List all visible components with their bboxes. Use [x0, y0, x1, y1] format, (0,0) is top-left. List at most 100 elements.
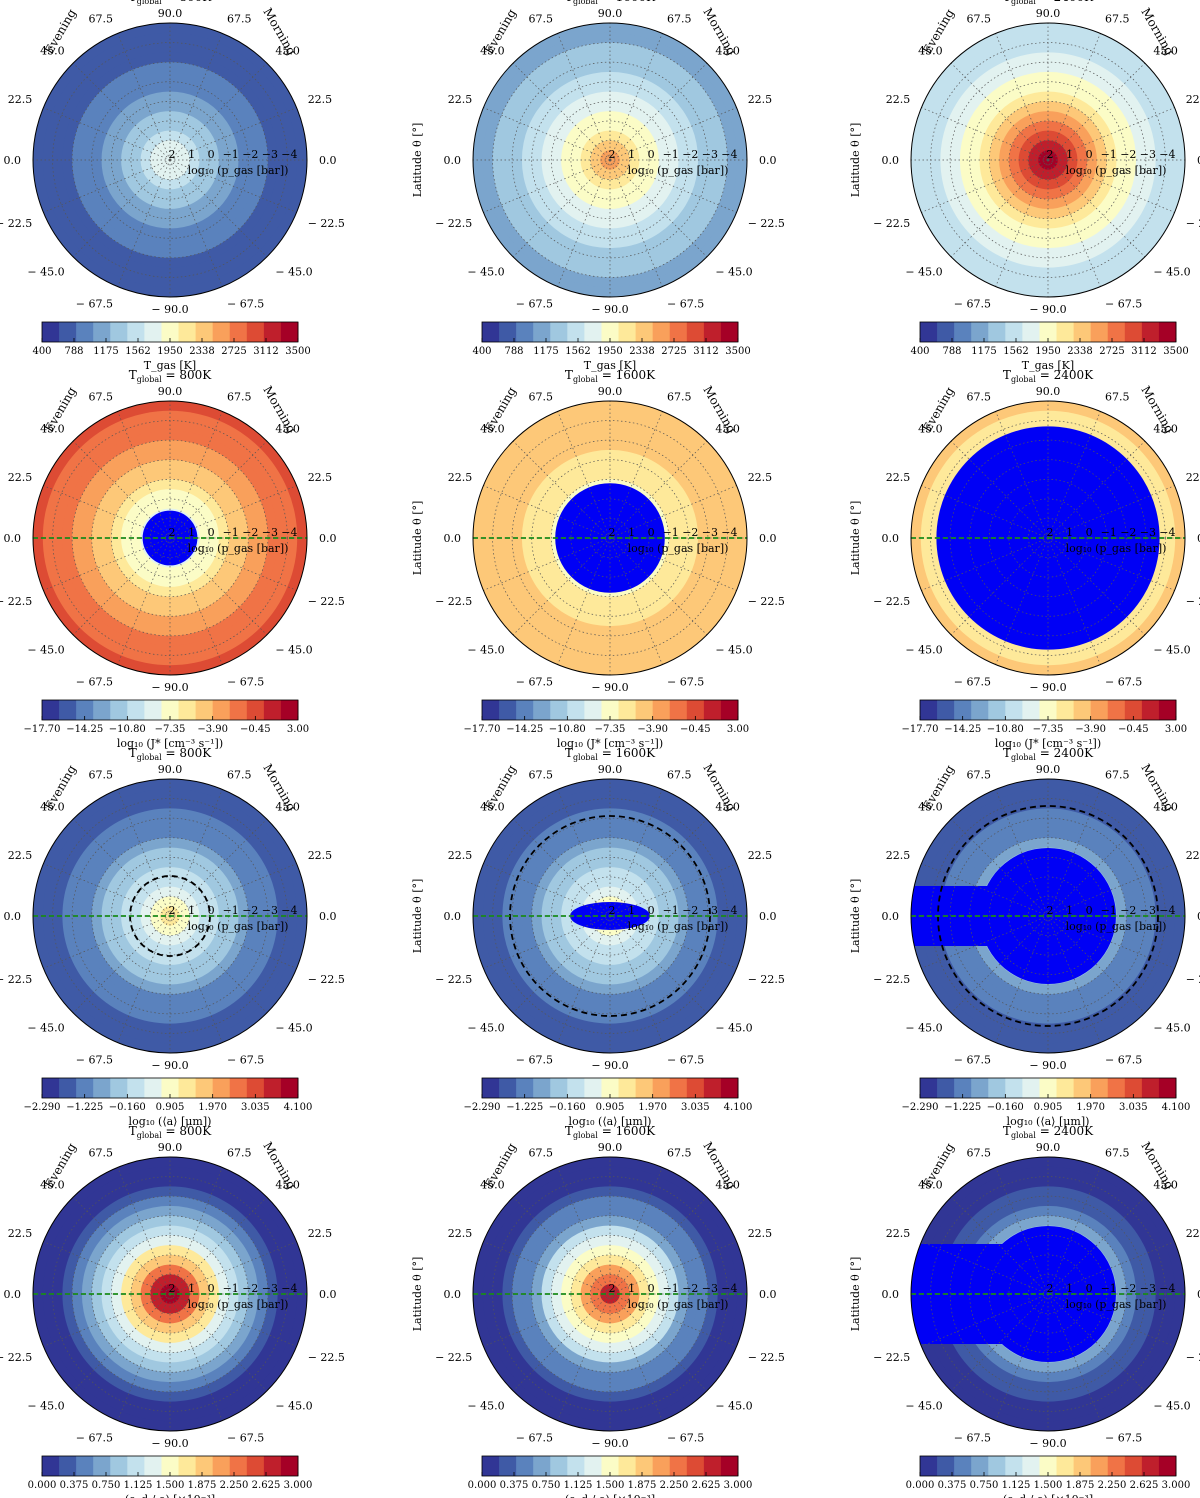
lat-label-left: 22.5	[448, 471, 473, 484]
lat-label-right: 45.0	[1153, 423, 1178, 436]
colorbar-swatch	[1107, 700, 1126, 720]
grid-radial	[557, 1293, 611, 1421]
panel-title: Tglobal = 2400K	[1003, 368, 1094, 384]
colorbar-swatch	[195, 1456, 214, 1476]
grid-radial	[1047, 107, 1175, 161]
grid-circle	[550, 100, 670, 220]
colorbar-swatch	[550, 1078, 568, 1098]
panel-border	[910, 22, 1186, 298]
grid-radial	[950, 537, 1049, 636]
colorbar-swatch	[93, 322, 111, 342]
colorbar-tick-label: 0.000	[468, 1480, 497, 1491]
lat-label-left: − 67.5	[516, 676, 553, 689]
colorbar-swatch	[499, 322, 517, 342]
colorbar-swatch	[550, 700, 568, 720]
colorbar-swatch	[516, 322, 534, 342]
pressure-tick: −1	[223, 904, 239, 917]
grid-radial	[609, 107, 737, 161]
lat-label-left: 0.0	[882, 154, 900, 167]
pressure-tick: −2	[242, 904, 258, 917]
colorbar-tick-label: −1.225	[944, 1102, 981, 1113]
lat-label-left: 0.0	[4, 532, 22, 545]
lat-label-right: 45.0	[1153, 801, 1178, 814]
colorbar-tick-label: 1950	[597, 346, 622, 357]
grid-radial	[169, 789, 223, 917]
colorbar-swatch	[110, 322, 128, 342]
pressure-tick: −2	[682, 904, 698, 917]
colorbar-swatch	[533, 1078, 551, 1098]
grid-radial	[921, 107, 1049, 161]
colorbar-swatch	[229, 322, 248, 342]
grid-circle	[91, 1215, 249, 1373]
pressure-axis-label: log₁₀ (p_gas [bar])	[188, 542, 289, 555]
colorbar-swatch	[1141, 322, 1160, 342]
grid-circle	[531, 837, 689, 995]
colorbar-swatch	[954, 700, 972, 720]
pressure-tick: −4	[281, 1282, 297, 1295]
pressure-tick: −3	[702, 526, 718, 539]
colorbar-swatch	[601, 322, 620, 342]
pressure-tick: 2	[169, 904, 176, 917]
grid-radial	[169, 1293, 297, 1347]
colorbar-swatch	[195, 700, 214, 720]
grid-radial	[557, 915, 611, 1043]
grid-radial	[1047, 915, 1101, 1043]
panel-border	[472, 400, 748, 676]
colorbar-tick-label: −7.35	[155, 724, 186, 735]
grid-radial	[169, 1167, 223, 1295]
colorbar-swatch	[178, 700, 197, 720]
grid-radial	[557, 789, 611, 917]
colorbar-tick-label: 0.905	[156, 1102, 185, 1113]
grid-radial	[921, 485, 1049, 539]
grid-radial	[169, 1196, 268, 1295]
grid-radial	[512, 1196, 611, 1295]
grid-radial	[609, 159, 708, 258]
colorbar-tick-label: −17.70	[901, 724, 938, 735]
pressure-tick: −3	[1140, 148, 1156, 161]
grid-radial	[609, 485, 737, 539]
colorbar-swatch	[127, 700, 145, 720]
colorbar-tick-label: −10.80	[549, 724, 586, 735]
grid-radial	[169, 537, 297, 591]
lat-label-left: 67.5	[89, 390, 114, 403]
colorbar-label: log₁₀ (⟨a⟩ [μm])	[1007, 1115, 1090, 1128]
colorbar-label: log₁₀ (J* [cm⁻³ s⁻¹])	[117, 737, 223, 750]
colorbar-tick-label: −0.160	[549, 1102, 586, 1113]
colorbar-swatch	[127, 1078, 145, 1098]
colorbar-tick-label: −10.80	[109, 724, 146, 735]
panel-title: Tglobal = 2400K	[1003, 746, 1094, 762]
pressure-tick: −3	[702, 148, 718, 161]
lat-label-right: − 22.5	[748, 973, 785, 986]
pressure-tick: 0	[1086, 526, 1093, 539]
pressure-axis-label: log₁₀ (p_gas [bar])	[188, 164, 289, 177]
colorbar-swatch	[212, 700, 231, 720]
colorbar-swatch	[1158, 322, 1177, 342]
colorbar: 0.000 0.375 0.750 1.125 1.500 1.875 2.250 2.625…	[468, 1455, 752, 1498]
lat-label-right: − 45.0	[275, 1399, 312, 1412]
grid-radial	[950, 818, 1049, 917]
lat-label-left: 22.5	[448, 1227, 473, 1240]
colorbar-swatch	[954, 322, 972, 342]
colorbar-swatch	[1005, 700, 1023, 720]
colorbar-tick-label: 1562	[1003, 346, 1028, 357]
lat-label-right: 22.5	[748, 849, 773, 862]
colorbar-swatch	[669, 700, 688, 720]
grid-radial	[557, 159, 611, 287]
colorbar-tick-label: 2338	[629, 346, 654, 357]
grid-radial	[609, 411, 663, 539]
lat-label-left: 0.0	[444, 1288, 462, 1301]
grid-radial	[169, 818, 268, 917]
lat-label-right: − 22.5	[1186, 217, 1200, 230]
colorbar-swatch	[584, 322, 602, 342]
colorbar-swatch	[703, 322, 722, 342]
colorbar-tick-label: 0.000	[28, 1480, 57, 1491]
colorbar-tick-label: −0.45	[240, 724, 271, 735]
grid-circle	[969, 81, 1127, 239]
grid-radial	[169, 915, 223, 1043]
colorbar-swatch	[212, 1078, 231, 1098]
colorbar-tick-label: 0.750	[970, 1480, 999, 1491]
lat-label-right: 22.5	[308, 471, 333, 484]
lat-label-left: 22.5	[886, 93, 911, 106]
